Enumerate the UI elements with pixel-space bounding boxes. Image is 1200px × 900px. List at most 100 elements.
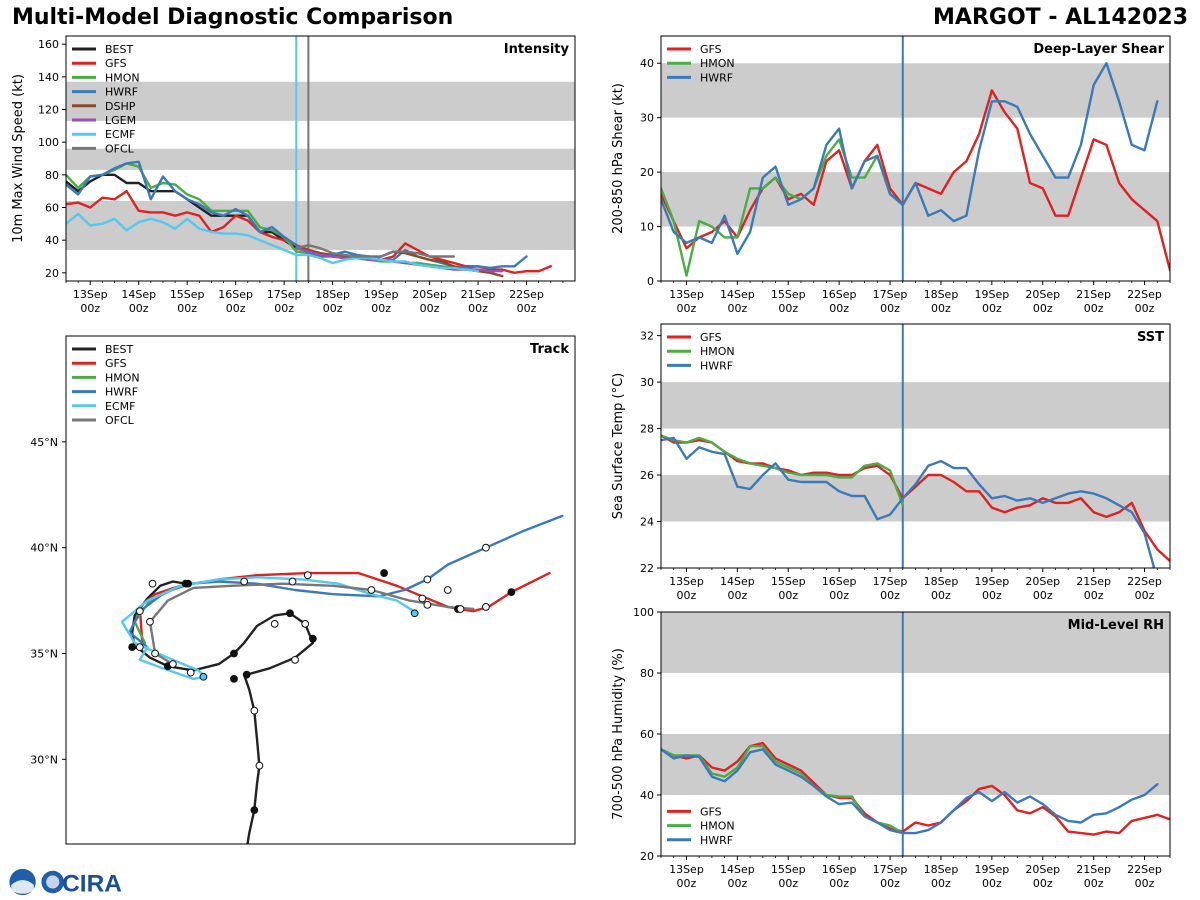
x-tick-label: 14Sep [720,863,755,876]
intensity-legend-label: LGEM [105,114,136,127]
x-tick-label: 00z [677,589,697,602]
intensity-legend-label: OFCL [105,142,135,155]
x-tick-label: 17Sep [267,288,302,301]
x-tick-label: 00z [129,302,149,315]
intensity-frame [65,35,576,282]
x-tick-label: 00z [1084,302,1104,315]
intensity-legend-label: HMON [105,71,140,84]
track-point-ofcl [151,649,159,658]
track-point-hwrf [423,575,432,584]
intensity-plot-area [66,36,575,281]
intensity-band [66,81,575,121]
x-tick-label: 00z [1033,302,1053,315]
intensity-legend-label: DSHP [105,100,136,113]
track-point-best [286,609,294,618]
logo-text: CIRA [62,870,122,897]
rh-band [661,612,1170,673]
track-point-ofcl [168,660,177,668]
x-tick-label: 00z [931,589,951,602]
intensity-legend-label: ECMF [105,128,135,141]
track-point-best [250,806,259,815]
lat-tick-label: 30°N [30,753,58,766]
shear-ylabel: 200-850 hPa Shear (kt) [611,83,626,234]
x-tick-label: 00z [931,877,951,890]
track-series-ofcl [148,582,475,666]
x-tick-label: 00z [1135,877,1155,890]
x-tick-label: 00z [517,302,537,315]
intensity-band [66,200,575,250]
track-series-ecmf [120,576,419,681]
sst-legend-label: HWRF [700,359,733,372]
x-tick-label: 00z [1084,877,1104,890]
rh-legend-label: HWRF [700,834,733,847]
x-tick-label: 00z [727,302,747,315]
track-point-best [270,619,279,628]
shear-plot-area [661,36,1170,281]
x-tick-label: 00z [778,877,798,890]
x-tick-label: 00z [1033,877,1053,890]
y-tick-label: 0 [647,275,654,288]
sst-legend-label: GFS [700,331,722,344]
x-tick-label: 00z [226,302,246,315]
y-tick-label: 28 [640,423,654,436]
x-tick-label: 18Sep [315,288,350,301]
shear-band [661,63,1170,118]
track-point-best [250,706,259,715]
intensity-series-ecmf [66,212,480,273]
rh-frame [660,611,1171,857]
x-tick-label: 00z [323,302,343,315]
x-tick-label: 15Sep [771,863,806,876]
x-tick-label: 00z [1084,589,1104,602]
x-tick-label: 00z [727,877,747,890]
x-tick-label: 14Sep [720,288,755,301]
intensity-title: Intensity [504,42,570,57]
x-tick-label: 19Sep [974,288,1009,301]
x-tick-label: 17Sep [873,575,908,588]
shear-legend-label: HMON [700,57,735,70]
x-tick-label: 20Sep [1025,575,1060,588]
x-tick-label: 00z [982,302,1002,315]
x-tick-label: 19Sep [974,863,1009,876]
track-legend-label: HWRF [105,386,138,399]
y-tick-label: 160 [38,38,59,51]
track-point-best [242,670,251,679]
x-tick-label: 00z [80,302,100,315]
track-point-gfs [184,579,193,588]
x-tick-label: 00z [1135,589,1155,602]
x-tick-label: 00z [727,589,747,602]
track-point-best [301,619,310,628]
y-tick-label: 80 [45,169,59,182]
sst-legend-label: HMON [700,345,735,358]
track-point-ofcl [456,605,465,613]
x-tick-label: 13Sep [669,575,704,588]
x-tick-label: 00z [982,877,1002,890]
track-series-best [130,580,315,844]
y-tick-label: 40 [640,789,654,802]
y-tick-label: 60 [640,728,654,741]
rh-series-hwrf [661,748,1159,835]
track-point-ecmf [199,672,208,681]
track-point-best [230,675,238,683]
intensity-series-ofcl [295,243,455,258]
x-tick-label: 13Sep [669,288,704,301]
track-point-gfs [380,569,389,577]
intensity-legend-label: HWRF [105,86,138,99]
x-tick-label: 00z [880,589,900,602]
y-tick-label: 100 [38,136,59,149]
lat-tick-label: 45°N [30,436,58,449]
y-tick-label: 120 [38,104,59,117]
x-tick-label: 21Sep [1076,863,1111,876]
shear-band [661,172,1170,227]
x-tick-label: 21Sep [461,288,496,301]
shear-legend-label: GFS [700,43,722,56]
x-tick-label: 00z [677,877,697,890]
y-tick-label: 20 [45,267,59,280]
x-tick-label: 18Sep [924,575,959,588]
track-point-ofcl [423,600,432,609]
intensity-ylabel: 10m Max Wind Speed (kt) [11,74,26,243]
x-tick-label: 00z [371,302,391,315]
track-point-best [308,634,317,643]
shear-series-hwrf [661,62,1159,256]
track-point-gfs [303,571,312,580]
y-tick-label: 20 [640,850,654,863]
